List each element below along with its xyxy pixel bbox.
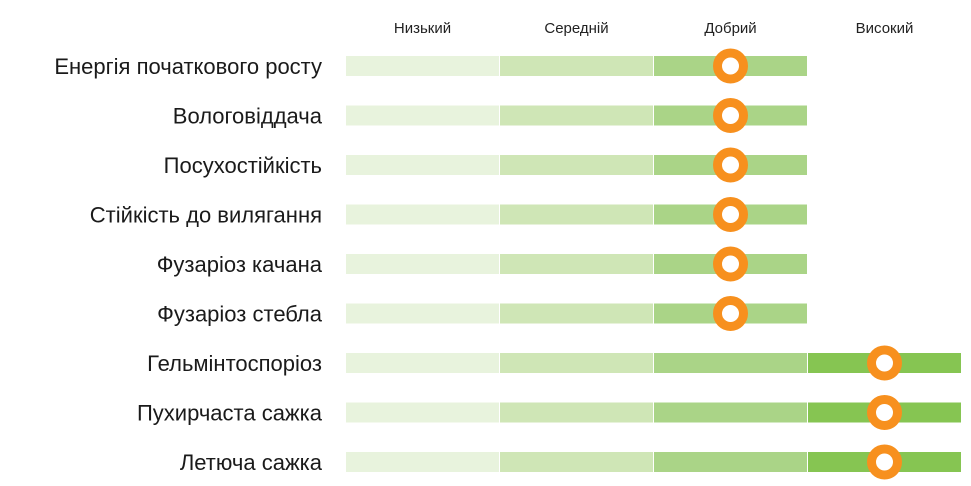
level-header-1: Низький	[394, 20, 451, 37]
rating-segment-1	[346, 254, 499, 274]
rating-segment-1	[346, 303, 499, 324]
rating-segment-3	[654, 452, 807, 472]
rating-marker	[713, 98, 748, 133]
trait-row: Енергія початкового росту	[54, 48, 807, 84]
trait-label: Гельмінтоспоріоз	[147, 351, 322, 376]
rating-segment-2	[500, 353, 653, 373]
rating-segment-3	[654, 353, 807, 373]
level-header-3: Добрий	[704, 20, 756, 37]
rating-marker	[867, 444, 902, 480]
trait-label: Стійкість до вилягання	[90, 203, 322, 228]
trait-row: Стійкість до вилягання	[90, 197, 807, 232]
rating-marker	[867, 395, 902, 430]
trait-row: Фузаріоз стебла	[157, 296, 807, 331]
trait-label: Фузаріоз качана	[157, 252, 323, 277]
trait-row: Фузаріоз качана	[157, 246, 807, 282]
rating-segment-1	[346, 402, 499, 423]
rating-segment-1	[346, 56, 499, 76]
trait-label: Енергія початкового росту	[54, 54, 322, 79]
rating-marker	[713, 48, 748, 84]
rating-marker	[713, 296, 748, 331]
rating-segment-2	[500, 155, 653, 175]
trait-label: Посухостійкість	[164, 153, 322, 178]
trait-label: Летюча сажка	[180, 450, 323, 475]
level-header-2: Середній	[544, 20, 608, 37]
trait-row: Летюча сажка	[180, 444, 961, 480]
trait-row: Гельмінтоспоріоз	[147, 345, 961, 381]
rating-marker	[713, 147, 748, 183]
rating-segment-2	[500, 204, 653, 225]
level-headers: Низький Середній Добрий Високий	[394, 20, 913, 37]
rating-segment-2	[500, 303, 653, 324]
rating-segment-2	[500, 254, 653, 274]
trait-label: Фузаріоз стебла	[157, 302, 323, 327]
rating-marker	[713, 246, 748, 282]
level-header-4: Високий	[856, 20, 914, 37]
trait-label: Пухирчаста сажка	[137, 401, 323, 426]
rating-segment-1	[346, 353, 499, 373]
rating-segment-2	[500, 105, 653, 126]
rating-segment-1	[346, 452, 499, 472]
trait-label: Вологовіддача	[173, 104, 323, 129]
rating-segment-3	[654, 402, 807, 423]
rating-segment-1	[346, 155, 499, 175]
rating-segment-2	[500, 56, 653, 76]
rating-marker	[713, 197, 748, 232]
rating-segment-1	[346, 105, 499, 126]
trait-row: Посухостійкість	[164, 147, 807, 183]
rating-segment-1	[346, 204, 499, 225]
rating-segment-2	[500, 402, 653, 423]
trait-row: Пухирчаста сажка	[137, 395, 961, 430]
trait-rows: Енергія початкового росту Вологовіддача По…	[54, 48, 961, 480]
trait-row: Вологовіддача	[173, 98, 807, 133]
rating-segment-2	[500, 452, 653, 472]
rating-marker	[867, 345, 902, 381]
